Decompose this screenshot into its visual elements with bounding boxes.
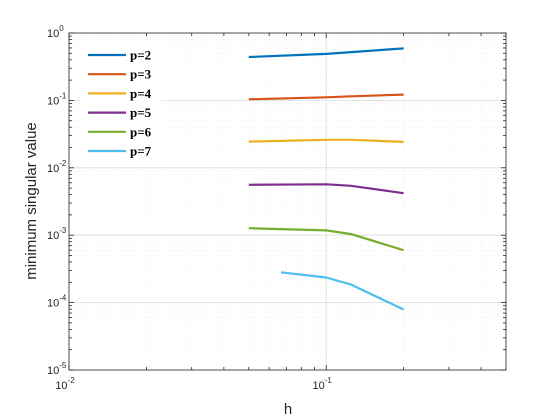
y-tick-labels: 100 10-1 10-2 10-3 10-4 10-5 — [47, 24, 67, 377]
y-tick-label: 10-2 — [47, 159, 67, 175]
legend-item: p=7 — [88, 144, 152, 159]
tick-marks — [68, 32, 507, 371]
series-layer — [248, 47, 405, 311]
y-tick-label: 10-3 — [47, 226, 67, 242]
legend-item: p=3 — [88, 67, 152, 82]
x-tick-labels: 10-2 10-1 — [55, 376, 332, 392]
y-axis-label: minimum singular value — [23, 122, 40, 280]
series-line-2 — [248, 93, 404, 101]
y-tick-label: 10-1 — [47, 91, 67, 107]
series-line-6 — [280, 271, 405, 311]
legend-box — [81, 44, 161, 164]
legend-label: p=4 — [130, 86, 152, 101]
legend-item: p=4 — [88, 86, 152, 101]
x-tick-label: 10-1 — [313, 376, 333, 392]
legend-label: p=7 — [130, 144, 152, 159]
x-tick-label: 10-2 — [55, 376, 75, 392]
legend-item: p=6 — [88, 124, 152, 139]
y-tick-label: 10-5 — [47, 361, 67, 377]
series-line-1 — [248, 47, 404, 59]
legend-label: p=3 — [130, 67, 152, 82]
axes-box — [68, 32, 507, 371]
legend-item: p=5 — [88, 105, 152, 120]
y-tick-label: 10-4 — [47, 294, 67, 310]
legend-item: p=2 — [88, 48, 151, 63]
series-line-4 — [248, 183, 404, 195]
legend-label: p=2 — [130, 48, 151, 63]
legend-label: p=6 — [130, 124, 152, 139]
x-axis-label: h — [284, 401, 292, 418]
series-line-5 — [248, 227, 404, 252]
legend: p=2 p=3 p=4 p=5 p=6 p=7 — [81, 44, 161, 164]
series-line-3 — [248, 138, 404, 143]
legend-label: p=5 — [130, 105, 152, 120]
y-tick-label: 100 — [47, 24, 64, 40]
